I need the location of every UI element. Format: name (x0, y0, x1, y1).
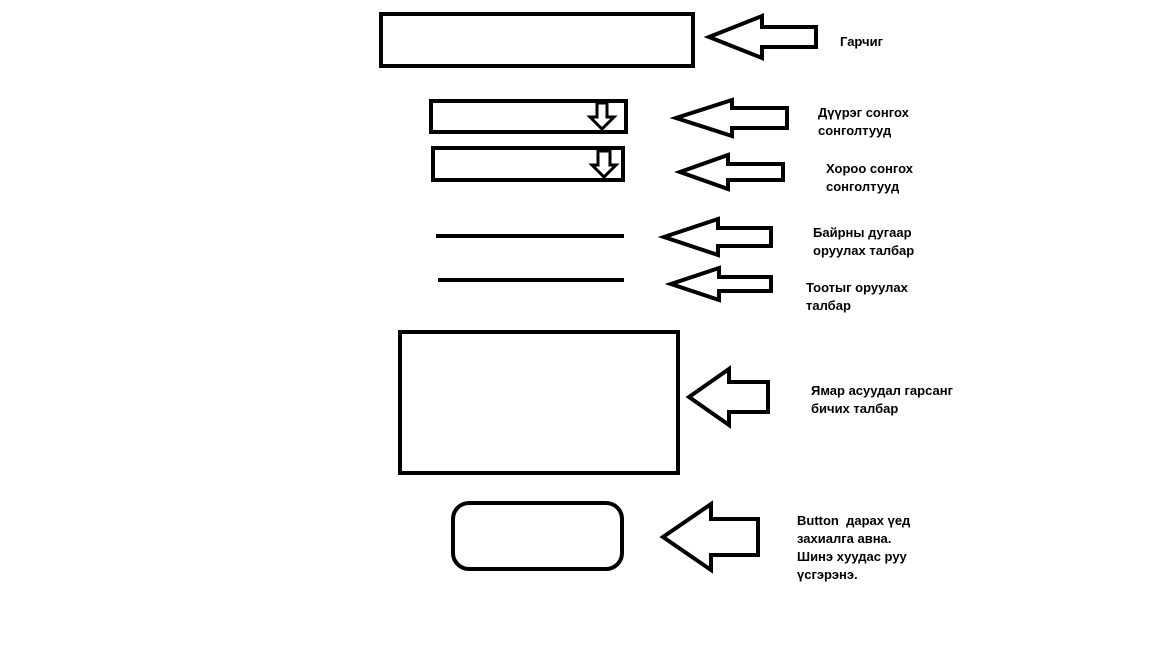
title-annotation: Гарчиг (840, 34, 883, 49)
arrow-left-icon-button (659, 500, 760, 574)
arrow-left-icon-building (657, 216, 773, 258)
submit-button-shape (451, 501, 624, 571)
submit-button-annotation: Button дарах үед захиалга авна. Шинэ хуу… (797, 513, 911, 582)
khoroo-select-annotation: Хороо сонгох сонголтууд (826, 161, 913, 194)
district-dropdown-arrow-icon (586, 101, 618, 132)
khoroo-dropdown-arrow-icon (588, 149, 620, 180)
arrow-left-icon-problem (685, 365, 770, 429)
title-box (379, 12, 695, 68)
district-select-annotation: Дүүрэг сонгох сонголтууд (818, 105, 909, 138)
district-dropdown (429, 99, 628, 134)
building-number-annotation: Байрны дугаар оруулах талбар (813, 225, 915, 258)
apartment-number-annotation: Тоотыг оруулах талбар (806, 280, 908, 313)
problem-description-annotation: Ямар асуудал гарсанг бичих талбар (811, 383, 953, 416)
khoroo-dropdown (431, 146, 625, 182)
arrow-left-icon-khoroo (674, 152, 785, 192)
arrow-left-icon-district (669, 97, 789, 139)
arrow-left-icon-title (703, 13, 818, 61)
problem-description-box (398, 330, 680, 475)
arrow-left-icon-apartment (664, 265, 773, 303)
